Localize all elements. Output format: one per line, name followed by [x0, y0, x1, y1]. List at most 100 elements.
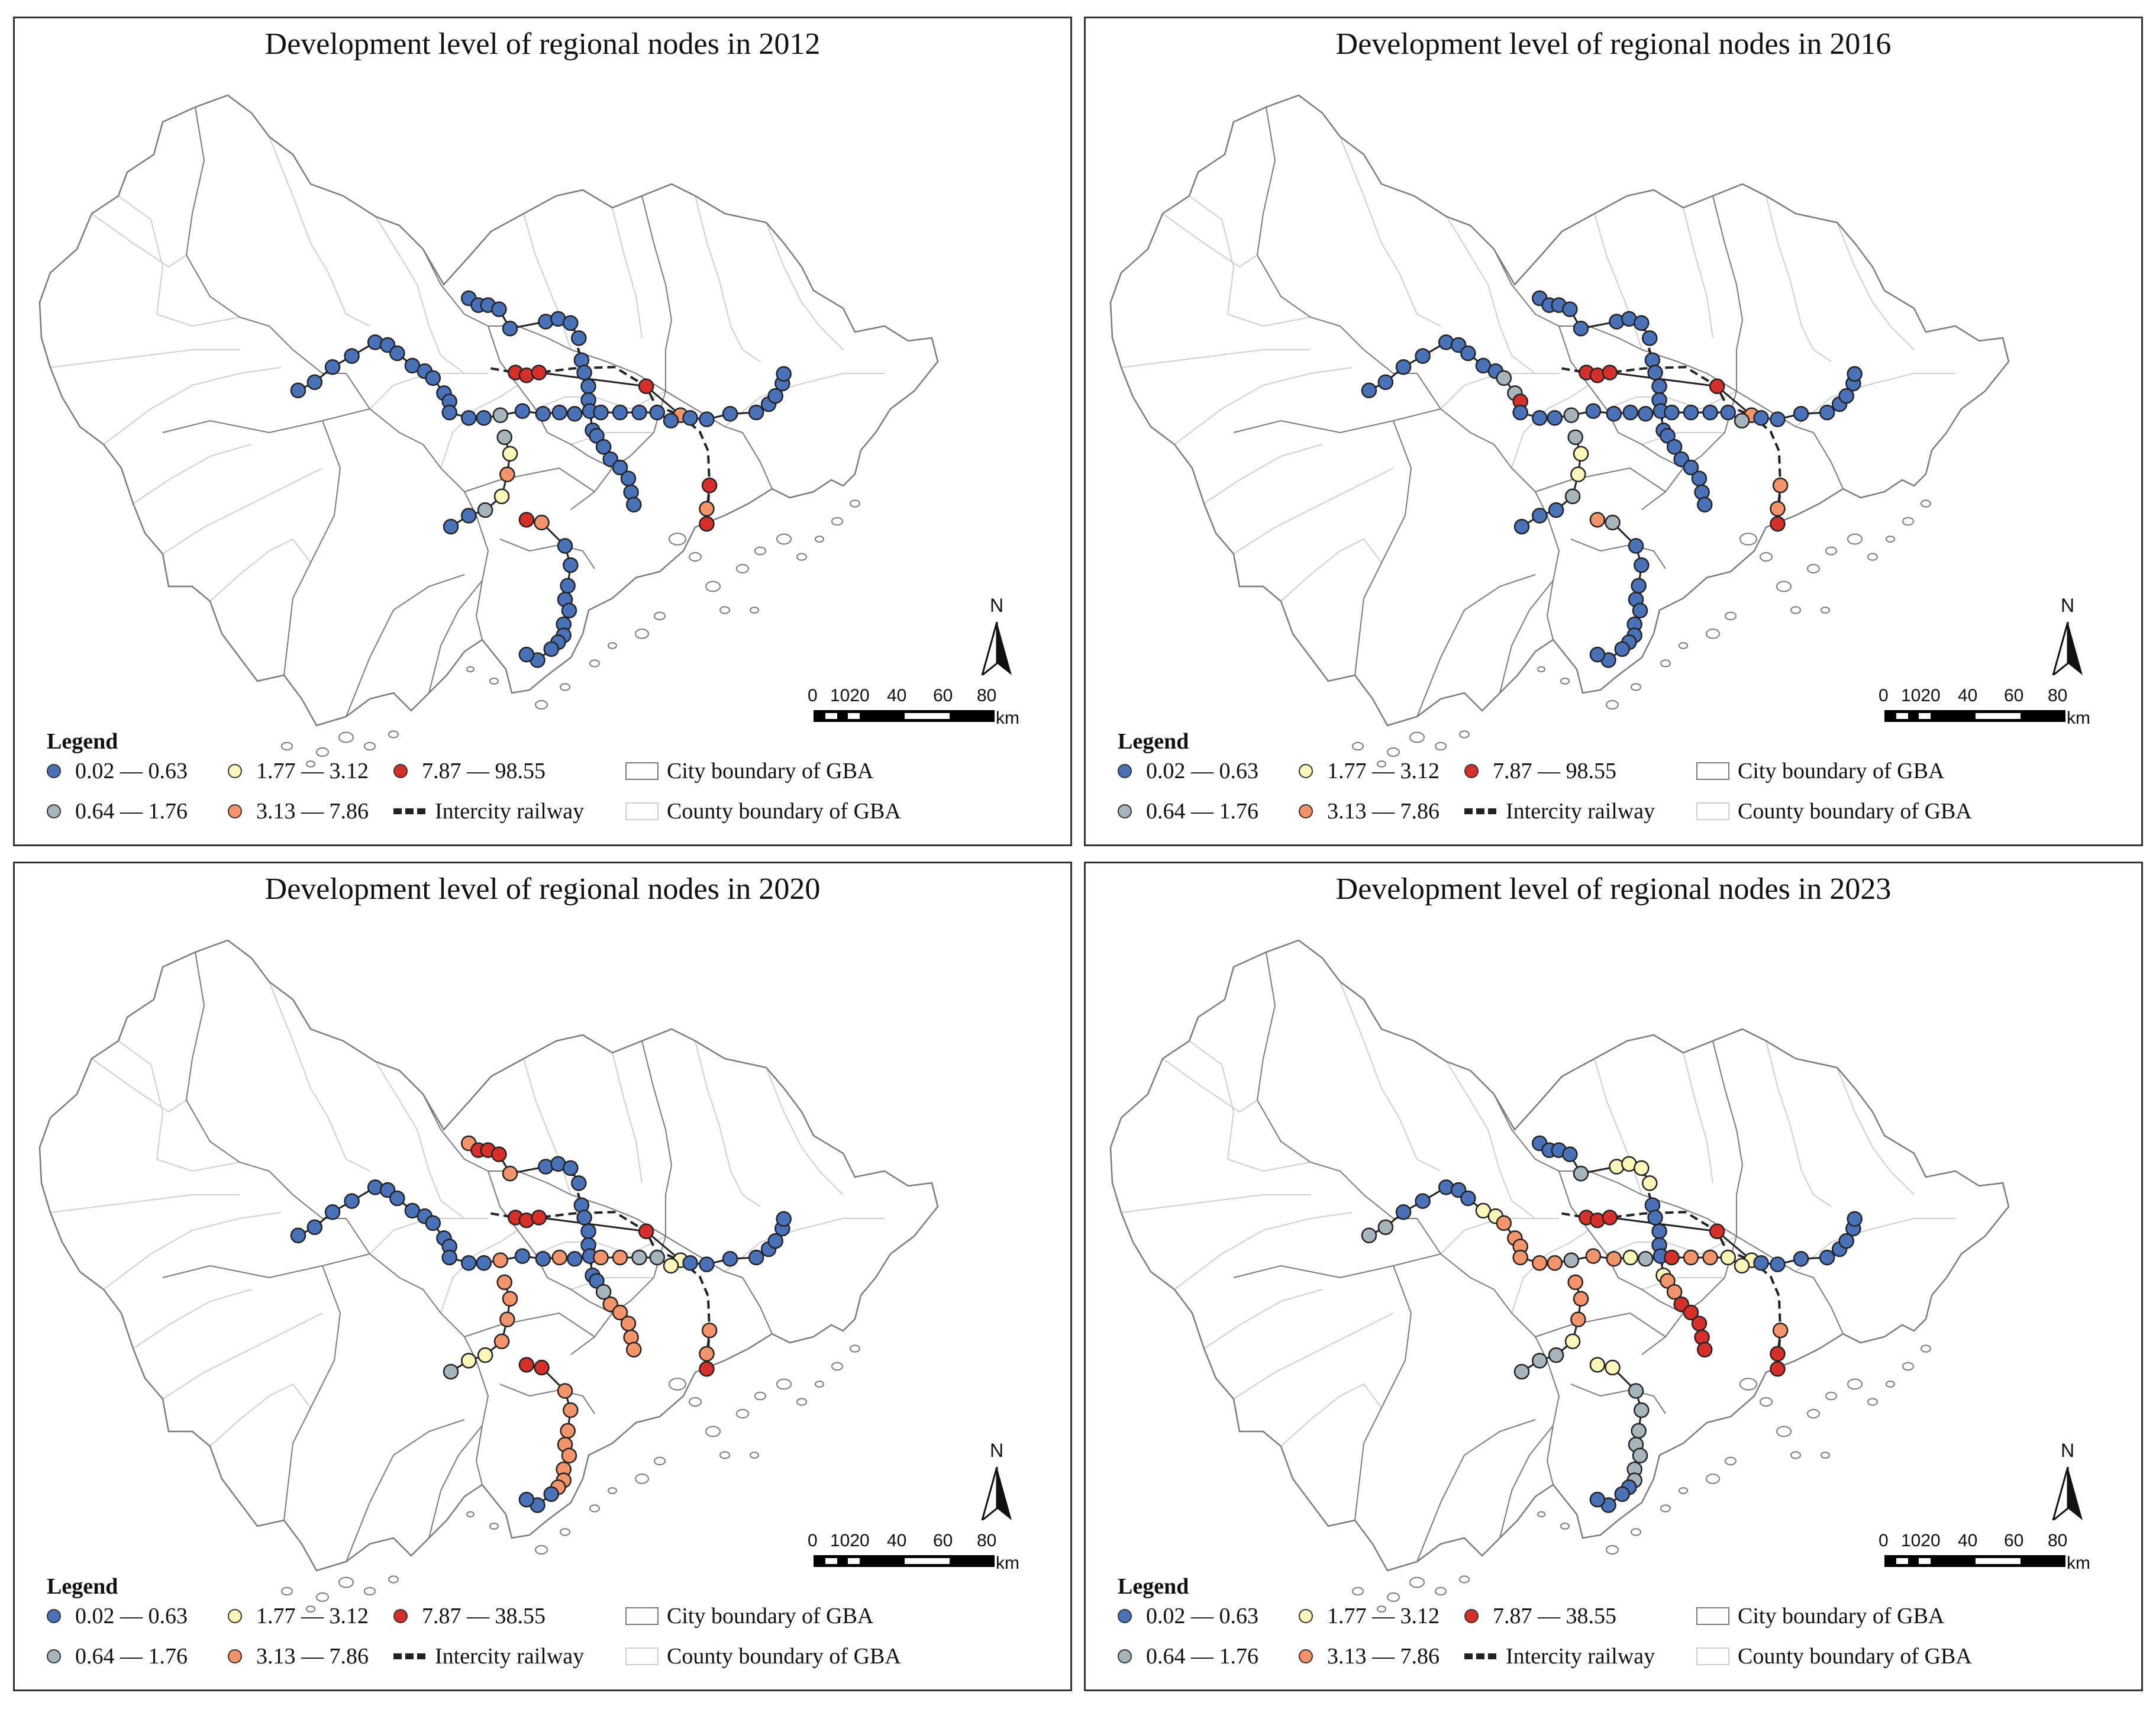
- regional-node: [563, 1160, 579, 1176]
- island-outline: [654, 1456, 666, 1466]
- island-outline: [535, 1545, 548, 1555]
- legend-dot-icon: [228, 1649, 242, 1663]
- regional-node: [1753, 1255, 1769, 1271]
- scale-tick-label: 0: [808, 1531, 818, 1550]
- island-outline: [1807, 564, 1820, 573]
- legend-class-label: 0.64 — 1.76: [1146, 799, 1258, 824]
- scale-unit-label: km: [2067, 1553, 2090, 1573]
- city-boundary-line: [499, 1384, 595, 1414]
- regional-node: [1548, 1347, 1564, 1363]
- regional-node: [1548, 502, 1564, 518]
- regional-node: [1770, 1361, 1786, 1377]
- island-outline: [635, 628, 649, 639]
- city-boundary-line: [185, 952, 346, 1219]
- city-boundary-line: [428, 1425, 483, 1539]
- county-boundary-line: [695, 1040, 761, 1207]
- legend-railway-label: Intercity railway: [435, 1644, 585, 1669]
- regional-node: [1660, 428, 1676, 444]
- city-boundary-line: [1499, 580, 1554, 694]
- legend-class-label: 0.64 — 1.76: [75, 1644, 188, 1669]
- county-boundary-line: [1766, 195, 1832, 362]
- regional-node: [1683, 1249, 1699, 1266]
- legend-county-boundary-item: County boundary of GBA: [1696, 1643, 1972, 1669]
- scale-tick-label: 80: [977, 1531, 997, 1550]
- scale-tick-label: 60: [933, 686, 953, 705]
- county-boundary-line: [1233, 467, 1394, 554]
- county-boundary-line: [375, 216, 465, 374]
- regional-node: [631, 404, 647, 421]
- county-boundary-swatch-icon: [1696, 802, 1729, 820]
- map-canvas: [1109, 939, 2010, 1613]
- county-boundary-line: [103, 1212, 282, 1290]
- map-panel-4: Development level of regional nodes in 2…: [1084, 862, 2143, 1691]
- city-boundaries: [38, 94, 939, 768]
- legend-class-item: 3.13 — 7.86: [228, 798, 369, 824]
- legend-city-boundary-label: City boundary of GBA: [667, 759, 874, 783]
- regional-node: [1683, 1304, 1699, 1321]
- scale-unit-label: km: [2067, 708, 2090, 728]
- county-boundary-line: [1511, 1230, 1589, 1314]
- regional-node: [1770, 1346, 1786, 1362]
- island-outline: [1886, 536, 1895, 543]
- scale-tick-label: 60: [933, 1531, 953, 1550]
- county-boundary-line: [269, 981, 370, 1172]
- island-outline: [705, 1426, 721, 1437]
- regional-nodes: [290, 1135, 792, 1513]
- county-boundary-line: [440, 1230, 518, 1314]
- island-outline: [589, 659, 600, 668]
- regional-node: [1532, 410, 1548, 426]
- island-outline: [1821, 1452, 1830, 1459]
- legend-class-label: 3.13 — 7.86: [256, 799, 369, 824]
- county-boundary-line: [766, 222, 844, 350]
- island-outline: [1825, 1391, 1837, 1401]
- city-boundary-line: [422, 249, 666, 392]
- regional-node: [461, 1353, 477, 1369]
- regional-node: [1770, 516, 1786, 532]
- county-boundary-line: [103, 367, 282, 445]
- island-outline: [560, 683, 570, 691]
- city-boundary-line: [641, 195, 673, 391]
- legend-city-boundary-item: City boundary of GBA: [625, 1603, 873, 1629]
- north-label: N: [2061, 1440, 2075, 1461]
- scale-tick-label: 1020: [1901, 686, 1941, 705]
- county-boundary-line: [1795, 1218, 1955, 1272]
- island-outline: [466, 666, 475, 673]
- regional-node: [612, 1249, 628, 1266]
- legend-class-item: 0.64 — 1.76: [47, 1643, 188, 1669]
- island-outline: [736, 1409, 749, 1418]
- regional-node: [580, 1223, 596, 1240]
- city-boundary-line: [1712, 1040, 1744, 1236]
- legend-dot-icon: [47, 764, 61, 778]
- city-boundary-line: [1570, 539, 1666, 569]
- regional-node: [1589, 646, 1606, 663]
- regional-node: [1547, 410, 1563, 426]
- regional-node: [1547, 1255, 1563, 1271]
- island-outline: [689, 1397, 702, 1407]
- legend-dot-icon: [393, 764, 408, 778]
- regional-node: [701, 477, 718, 494]
- regional-node: [1709, 1223, 1725, 1240]
- city-boundary-line: [346, 373, 465, 492]
- island-outline: [1660, 1504, 1671, 1513]
- legend-dot-icon: [1299, 764, 1313, 778]
- regional-node: [491, 1146, 507, 1162]
- legend-dot-icon: [1299, 1649, 1313, 1663]
- city-boundary-swatch-icon: [1696, 1607, 1729, 1625]
- regional-node: [1666, 438, 1683, 455]
- regional-node: [1563, 407, 1579, 423]
- scale-tick-label: 40: [1958, 1531, 1978, 1550]
- regional-node: [1532, 508, 1548, 524]
- legend-dot-icon: [47, 804, 61, 818]
- regional-node: [1702, 404, 1718, 421]
- legend-class-label: 3.13 — 7.86: [1327, 1644, 1440, 1669]
- regional-node: [612, 459, 628, 476]
- county-boundary-line: [1511, 385, 1589, 469]
- regional-node: [1632, 602, 1648, 619]
- regional-node: [560, 578, 576, 594]
- regional-node: [1570, 466, 1586, 482]
- regional-node: [1753, 410, 1769, 426]
- county-boundary-line: [1837, 222, 1915, 350]
- regional-node: [580, 378, 596, 395]
- regional-node: [499, 466, 515, 482]
- regional-node: [563, 557, 579, 573]
